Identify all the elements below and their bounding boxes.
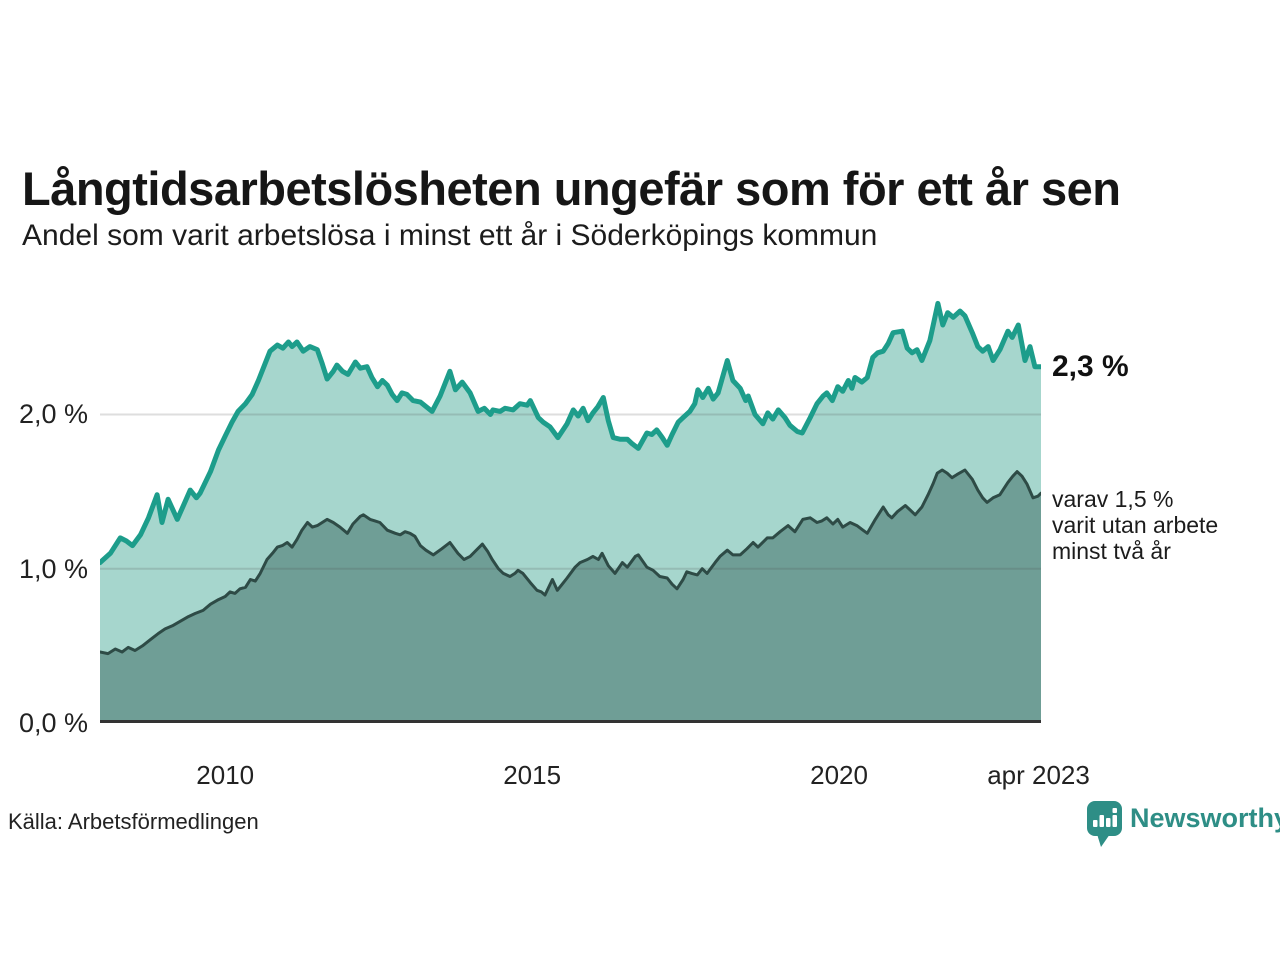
line-series-2: [100, 468, 1041, 656]
newsworthy-logo: Newsworthy: [1086, 800, 1280, 848]
x-tick-label-2020: 2020: [810, 760, 868, 790]
x-tick-label-2010: 2010: [196, 760, 255, 790]
x-tick-label-2015: 2015: [503, 760, 562, 790]
y-tick-label-2: 2,0 %: [18, 399, 88, 430]
newsworthy-speech-bubble-barchart-icon: [1087, 801, 1122, 847]
page-title: Långtidsarbetslösheten ungefär som för e…: [22, 162, 1121, 216]
x-tick-label-apr-2023: apr 2023: [987, 760, 1090, 790]
y-tick-label-1: 1,0 %: [18, 553, 88, 584]
end-value-label-two-years: varav 1,5 % varit utan arbete minst två …: [1052, 486, 1219, 564]
area-chart: [100, 300, 1041, 723]
line-series-1: [100, 300, 1041, 566]
source-caption: Källa: Arbetsförmedlingen: [8, 809, 259, 834]
chart-subtitle: Andel som varit arbetslösa i minst ett å…: [22, 219, 878, 252]
y-tick-label-0: 0,0 %: [18, 708, 88, 738]
area-fill-series-2: [100, 470, 1041, 723]
end-value-label-total: 2,3 %: [1052, 350, 1129, 383]
newsworthy-wordmark: Newsworthy: [1130, 803, 1280, 833]
